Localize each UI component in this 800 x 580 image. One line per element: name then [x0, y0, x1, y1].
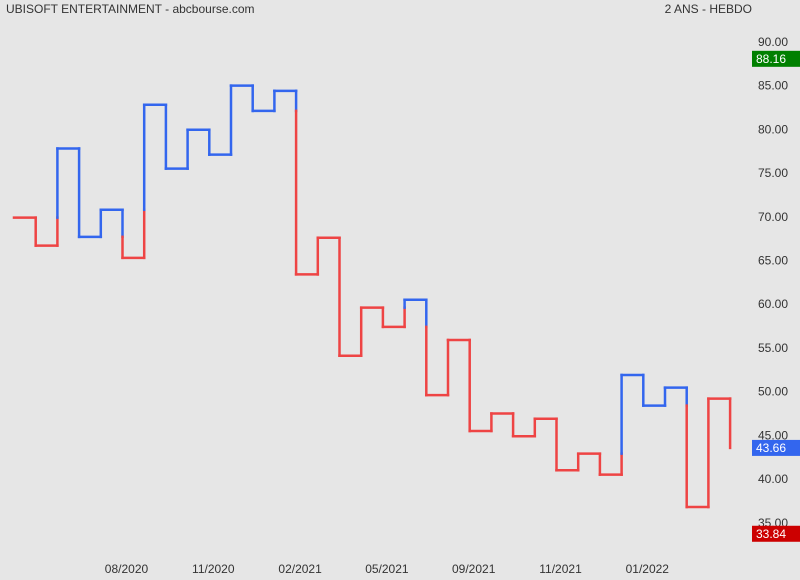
- y-tick-label: 50.00: [758, 385, 788, 399]
- y-tick-label: 40.00: [758, 472, 788, 486]
- chart-title: UBISOFT ENTERTAINMENT - abcbourse.com: [6, 2, 255, 16]
- price-marker-label: 33.84: [756, 527, 786, 541]
- x-tick-label: 01/2022: [626, 562, 670, 576]
- y-tick-label: 65.00: [758, 253, 788, 267]
- y-tick-label: 60.00: [758, 297, 788, 311]
- price-marker: [752, 525, 800, 542]
- y-tick-label: 80.00: [758, 122, 788, 136]
- x-tick-label: 11/2021: [539, 562, 582, 576]
- y-tick-label: 90.00: [758, 35, 788, 49]
- y-tick-label: 70.00: [758, 210, 788, 224]
- y-tick-label: 55.00: [758, 341, 788, 355]
- x-tick-label: 08/2020: [105, 562, 149, 576]
- x-tick-label: 11/2020: [192, 562, 235, 576]
- x-tick-label: 09/2021: [452, 562, 496, 576]
- price-marker-label: 88.16: [756, 52, 786, 66]
- y-tick-label: 45.00: [758, 428, 788, 442]
- price-marker: [752, 50, 800, 67]
- y-tick-label: 75.00: [758, 166, 788, 180]
- chart-subtitle: 2 ANS - HEBDO: [665, 2, 752, 16]
- x-tick-label: 02/2021: [278, 562, 322, 576]
- price-marker-label: 43.66: [756, 441, 786, 455]
- y-tick-label: 85.00: [758, 79, 788, 93]
- price-marker: [752, 439, 800, 456]
- x-tick-label: 05/2021: [365, 562, 409, 576]
